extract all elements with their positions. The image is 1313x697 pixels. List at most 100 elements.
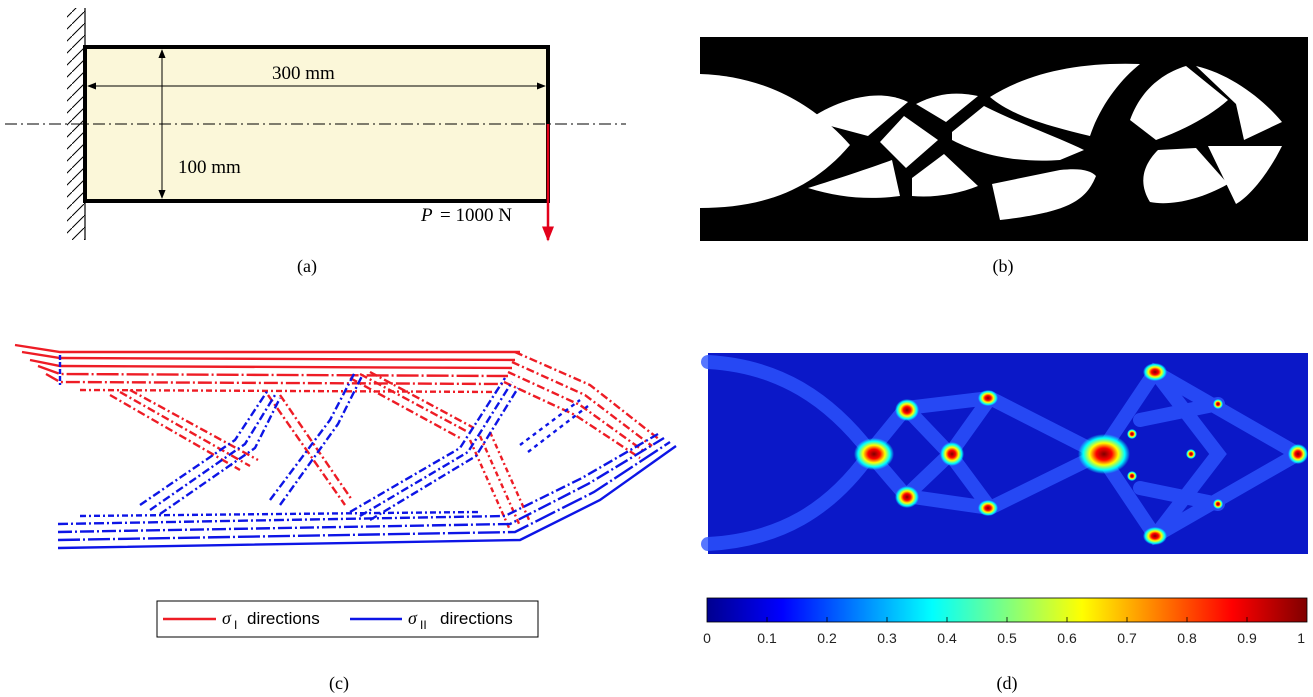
caption-a: (a) (297, 256, 317, 277)
colorbar-tick-labels: 0 0.1 0.2 0.3 0.4 0.5 0.6 0.7 0.8 0.9 1 (703, 630, 1305, 646)
void-bottom-a (808, 160, 900, 198)
void-center-left (880, 116, 938, 168)
sigma1-line (37, 364, 509, 378)
hotspot (1213, 499, 1223, 509)
member (863, 447, 1107, 516)
legend-c: σ I directions σ II directions (156, 600, 539, 638)
colorbar-tick-label: 0.2 (817, 630, 837, 646)
height-dimension-label: 100 mm (178, 157, 241, 178)
sigma2-line (269, 371, 357, 501)
sigma2-line (159, 397, 282, 515)
hotspot (1143, 363, 1167, 381)
hotspot (895, 486, 919, 508)
caption-b: (b) (993, 256, 1014, 277)
hotspot (940, 442, 964, 466)
colorbar-tick-label: 1 (1297, 630, 1305, 646)
caption-c: (c) (329, 673, 349, 694)
caption-d: (d) (997, 673, 1018, 694)
sigma2-line (279, 375, 364, 506)
sigma2-line (57, 445, 677, 550)
colorbar-tick-label: 0.1 (757, 630, 777, 646)
sigma1-trajectories (14, 343, 661, 531)
sigma1-line (29, 358, 513, 370)
sigma2-line (57, 440, 671, 542)
legend-sigma2-text: directions (440, 609, 513, 628)
legend-sigma1-label: σ (222, 608, 232, 628)
legend-sigma1-sub: I (234, 618, 237, 632)
void-left (700, 74, 850, 208)
sigma1-line (514, 350, 661, 441)
sigma1-line (109, 393, 241, 472)
colorbar-tick-label: 0.3 (877, 630, 897, 646)
void-top-b (916, 93, 978, 122)
colorbar-tick-label: 0.8 (1177, 630, 1197, 646)
member (701, 447, 877, 551)
colorbar-tick-label: 0.4 (937, 630, 957, 646)
void-center-mid (952, 106, 1084, 161)
legend-sigma2-sub: II (420, 618, 427, 632)
hotspot (978, 500, 998, 516)
void-top-c (990, 63, 1140, 136)
panel-c-principal-stress-directions: σ I directions σ II directions (c) (14, 343, 677, 694)
colorbar-tick-label: 0.9 (1237, 630, 1257, 646)
stress-concentrations (854, 363, 1308, 545)
hotspot (978, 390, 998, 406)
sigma2-line (57, 432, 659, 526)
member (1133, 397, 1225, 511)
sigma2-line (519, 399, 581, 446)
sigma1-line (369, 370, 475, 430)
sigma2-line (359, 381, 514, 518)
void-bottom-b (912, 154, 978, 197)
panel-d-stress-field: 0 0.1 0.2 0.3 0.4 0.5 0.6 0.7 0.8 0.9 1 … (701, 353, 1308, 694)
hotspot (895, 399, 919, 421)
hotspot (1078, 434, 1130, 474)
hotspot (1143, 527, 1167, 545)
colorbar-ticks (766, 617, 1248, 622)
void-right-top (1130, 66, 1228, 140)
void-right-bottom (1208, 146, 1282, 204)
sigma1-line (119, 390, 251, 468)
sigma1-line (14, 343, 520, 354)
sigma1-line (45, 372, 506, 386)
hotspot (1213, 399, 1223, 409)
length-dimension-label: 300 mm (272, 63, 335, 84)
hotspot (1127, 429, 1137, 439)
sigma2-line (369, 387, 520, 522)
colorbar-tick-label: 0.6 (1057, 630, 1077, 646)
sigma2-line (79, 510, 481, 518)
sigma2-line (57, 436, 665, 534)
colorbar-tick-label: 0.5 (997, 630, 1017, 646)
sigma1-line (359, 372, 469, 434)
sigma2-line (527, 405, 589, 453)
sigma1-line (511, 360, 653, 447)
void-top-a (808, 95, 908, 136)
sigma1-line (279, 394, 353, 501)
sigma1-line (488, 431, 532, 523)
member (1148, 365, 1227, 543)
load-symbol: P (420, 205, 433, 226)
sigma2-trajectories (57, 355, 677, 550)
sigma1-line (79, 388, 501, 394)
sigma1-line (267, 394, 346, 506)
colorbar-tick-label: 0.7 (1117, 630, 1137, 646)
hotspot (1288, 444, 1308, 464)
colorbar-tick-label: 0 (703, 630, 711, 646)
hotspot (1127, 471, 1137, 481)
sigma2-line (349, 377, 507, 514)
void-bottom-c (992, 169, 1096, 220)
hotspot (1186, 449, 1196, 459)
sigma1-line (507, 370, 646, 453)
sigma1-line (349, 376, 461, 440)
member (701, 355, 877, 459)
panel-b-optimized-topology: (b) (700, 37, 1308, 277)
panel-a-beam-schematic: 300 mm 100 mm P = 1000 N (a) (5, 8, 626, 277)
load-value: = 1000 N (440, 205, 512, 226)
member (863, 390, 1107, 461)
void-right-lower (1143, 148, 1228, 204)
void-right-upper (1196, 66, 1282, 140)
sigma2-line (139, 389, 270, 506)
hotspot (854, 438, 894, 470)
legend-sigma2-label: σ (408, 608, 418, 628)
sigma2-line (149, 394, 277, 511)
